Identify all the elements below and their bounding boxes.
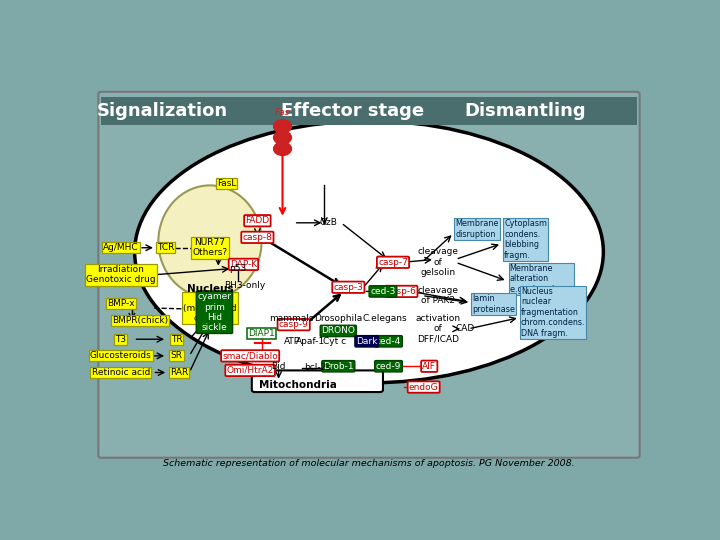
Text: ced-9: ced-9: [376, 362, 401, 371]
Text: Bid: Bid: [271, 362, 286, 371]
Text: SR: SR: [171, 352, 182, 360]
Text: ced-4: ced-4: [376, 337, 401, 346]
Text: Nucleus: Nucleus: [186, 285, 233, 294]
Text: BMPR(chick): BMPR(chick): [112, 316, 168, 325]
Text: Dismantling: Dismantling: [464, 102, 586, 120]
Text: cleavage
of PAK2: cleavage of PAK2: [417, 286, 458, 305]
Text: Ag/MHC: Ag/MHC: [103, 243, 138, 252]
FancyBboxPatch shape: [101, 97, 637, 125]
Text: Irradiation
Genotoxic drug: Irradiation Genotoxic drug: [86, 265, 156, 285]
Text: Membrane
alteration
e.g. phosph.ser.: Membrane alteration e.g. phosph.ser.: [510, 264, 573, 294]
Text: casp-3: casp-3: [333, 283, 364, 292]
Text: Schematic representation of molecular mechanisms of apoptosis. PG November 2008.: Schematic representation of molecular me…: [163, 458, 575, 468]
Text: ced-3: ced-3: [370, 287, 395, 296]
Text: endoG: endoG: [409, 382, 438, 392]
Text: TR: TR: [171, 335, 182, 344]
Circle shape: [274, 142, 292, 156]
Text: DRONO: DRONO: [321, 326, 355, 335]
Text: DIAP1: DIAP1: [248, 329, 275, 339]
Text: Retinoic acid: Retinoic acid: [91, 368, 150, 377]
Text: casp-9: casp-9: [279, 320, 309, 329]
Text: CAD: CAD: [455, 325, 474, 333]
Text: NUR77
Others?: NUR77 Others?: [192, 238, 228, 258]
Text: Nucleus
nuclear
fragmentation
chrom.condens.
DNA fragm.: Nucleus nuclear fragmentation chrom.cond…: [521, 287, 585, 338]
Text: lamin
proteinase: lamin proteinase: [472, 294, 515, 314]
Text: FasL: FasL: [217, 179, 236, 188]
Text: Drosophila: Drosophila: [314, 314, 362, 323]
Ellipse shape: [158, 185, 261, 298]
Text: BMP-x: BMP-x: [107, 299, 135, 308]
Text: Smad
(mouse and
others): Smad (mouse and others): [183, 293, 237, 323]
Circle shape: [274, 131, 292, 144]
Text: FADD: FADD: [246, 216, 269, 225]
Ellipse shape: [135, 121, 603, 383]
Text: Apaf-1: Apaf-1: [297, 337, 325, 346]
Text: GzB: GzB: [320, 218, 338, 227]
Text: Cyt c: Cyt c: [323, 337, 346, 346]
FancyBboxPatch shape: [252, 370, 383, 392]
Text: cyamer
prim
Hid
sickle: cyamer prim Hid sickle: [197, 292, 231, 332]
Text: activation
of
DFF/ICAD: activation of DFF/ICAD: [415, 314, 460, 344]
Text: Fas: Fas: [275, 108, 290, 117]
Text: casp-7: casp-7: [378, 258, 408, 267]
Text: Cytoplasm
condens.
blebbing
fragm.: Cytoplasm condens. blebbing fragm.: [504, 219, 547, 260]
Text: AIF: AIF: [423, 362, 436, 371]
Text: smac/Diablo: smac/Diablo: [222, 352, 278, 360]
Text: casp-8: casp-8: [243, 233, 272, 242]
Text: casp-6: casp-6: [387, 287, 416, 296]
Text: Omi/HtrA2: Omi/HtrA2: [227, 366, 274, 375]
Text: cleavage
of
gelsolin: cleavage of gelsolin: [417, 247, 458, 277]
Text: RAR: RAR: [170, 368, 189, 377]
Text: Dark: Dark: [356, 337, 377, 346]
Text: Mitochondria: Mitochondria: [258, 380, 336, 390]
Text: DAP-K: DAP-K: [230, 260, 257, 269]
Text: C.elegans: C.elegans: [362, 314, 407, 323]
Text: Glucosteroids: Glucosteroids: [90, 352, 152, 360]
Text: mammals: mammals: [269, 314, 313, 323]
Text: Signalization: Signalization: [97, 102, 228, 120]
Text: Effector stage: Effector stage: [281, 102, 424, 120]
Text: T3: T3: [115, 335, 126, 344]
Text: ATP: ATP: [284, 337, 300, 346]
Text: TCR: TCR: [157, 243, 174, 252]
FancyBboxPatch shape: [99, 92, 639, 458]
Circle shape: [274, 120, 292, 133]
Text: bcl-2s: bcl-2s: [305, 363, 331, 372]
Text: BH3-only: BH3-only: [225, 281, 266, 289]
Text: p53: p53: [229, 264, 246, 273]
Text: Drob-1: Drob-1: [323, 362, 354, 371]
Text: Membrane
disruption: Membrane disruption: [456, 219, 499, 239]
